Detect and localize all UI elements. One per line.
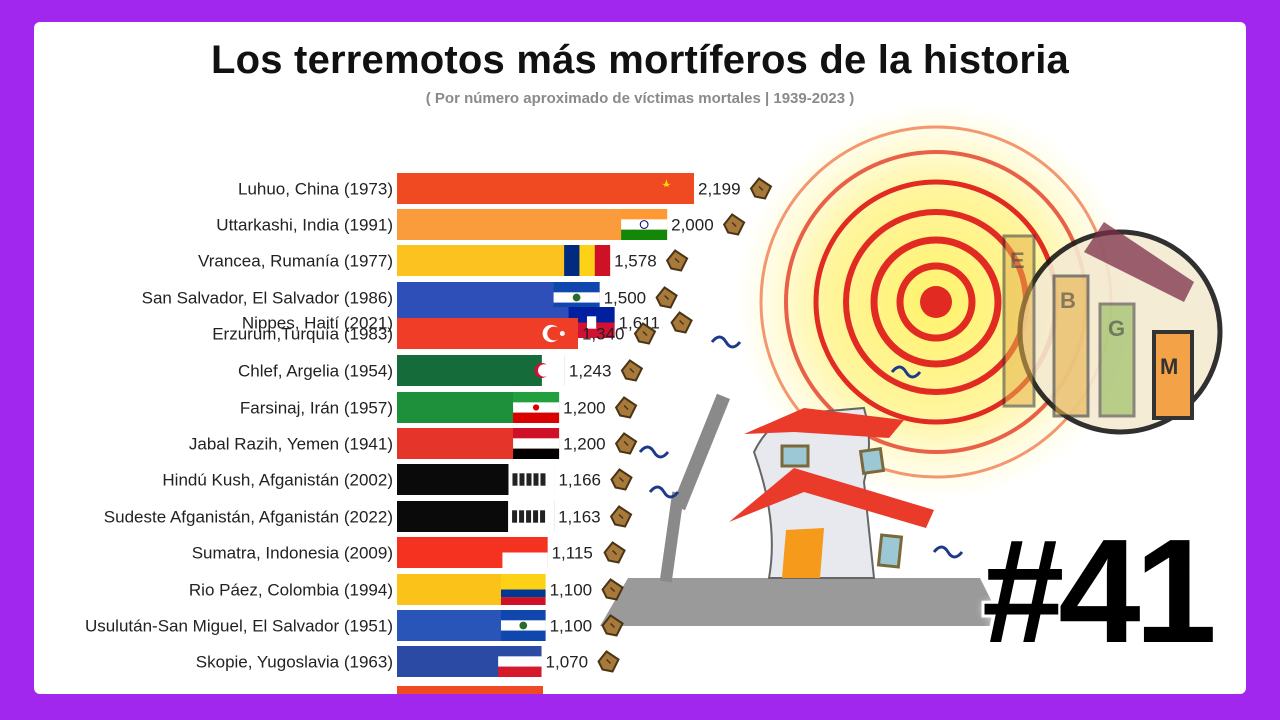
chart-value-label: 1,166 xyxy=(558,471,601,490)
chart-row: Sumatra, Indonesia (2009) 1,115 xyxy=(192,537,626,568)
coffin-icon xyxy=(655,286,678,309)
chart-value-label: 1,200 xyxy=(563,435,606,454)
chart-value-label: 1,100 xyxy=(550,581,593,600)
india-flag-icon xyxy=(621,209,668,240)
coffin-icon xyxy=(665,249,689,272)
chart-category-label: Farsinaj, Irán (1957) xyxy=(240,399,393,418)
chart-row: Luhuo, China (1973) 2,199 xyxy=(238,173,773,204)
episode-number: #41 xyxy=(982,509,1217,674)
chart-value-label: 1,163 xyxy=(558,508,601,527)
chart-row: Skopie, Yugoslavia (1963) 1,070 xyxy=(196,646,620,677)
chart-category-label: Rio Páez, Colombia (1994) xyxy=(189,581,393,600)
china-flag-icon xyxy=(661,179,671,187)
chart-value-label: 1,578 xyxy=(614,252,657,271)
chart-value-label: 2,000 xyxy=(671,216,714,235)
chart-row: Jabal Razih, Yemen (1941) 1,200 xyxy=(189,428,638,459)
coffin-icon xyxy=(614,396,638,419)
chart-category-label: Sudeste Afganistán, Afganistán (2022) xyxy=(104,508,393,527)
yemen-flag-icon xyxy=(513,428,560,459)
afghanistan-flag-icon xyxy=(508,464,555,495)
afghanistan-flag-icon xyxy=(508,501,555,532)
coffin-icon xyxy=(722,213,746,236)
chart-panel: Los terremotos más mortíferos de la hist… xyxy=(34,22,1246,694)
turkey-flag-icon xyxy=(542,324,565,343)
chart-row: Uttarkashi, India (1991) 2,000 xyxy=(216,209,746,240)
chart-category-label: San Salvador, El Salvador (1986) xyxy=(142,289,393,308)
chart-category-label: Sumatra, Indonesia (2009) xyxy=(192,544,393,563)
coffin-icon xyxy=(609,505,633,528)
chart-category-label: Hindú Kush, Afganistán (2002) xyxy=(162,471,393,490)
coffin-icon xyxy=(749,177,773,200)
chart-category-label: Chlef, Argelia (1954) xyxy=(238,362,393,381)
coffin-icon xyxy=(601,578,624,601)
chart-category-label: Vrancea, Rumanía (1977) xyxy=(198,252,393,271)
coffin-icon xyxy=(614,432,638,455)
yugoslavia-flag-icon xyxy=(498,646,542,677)
colombia-flag-icon xyxy=(500,574,546,605)
coffin-icon xyxy=(610,468,633,491)
chart-bar-partial xyxy=(397,686,543,694)
chart-title: Los terremotos más mortíferos de la hist… xyxy=(211,38,1069,82)
chart-row: Farsinaj, Irán (1957) 1,200 xyxy=(240,392,638,423)
iran-flag-icon xyxy=(513,392,560,423)
chart-value-label: 1,340 xyxy=(582,325,625,344)
algeria-flag-icon xyxy=(518,355,565,386)
el-salvador-flag-icon xyxy=(500,610,546,641)
chart-bar xyxy=(397,173,694,204)
chart-value-label: 1,200 xyxy=(563,399,606,418)
chart-category-label: Luhuo, China (1973) xyxy=(238,180,393,199)
chart-value-label: 1,115 xyxy=(552,544,593,563)
bar-chart: Luhuo, China (1973) 2,199 Uttarkashi, Indi… xyxy=(85,173,773,694)
chart-category-label: Uttarkashi, India (1991) xyxy=(216,216,393,235)
haiti-flag-icon xyxy=(568,307,615,338)
chart-row: Vrancea, Rumanía (1977) 1,578 xyxy=(198,245,689,276)
chart-value-label: 1,500 xyxy=(604,289,647,308)
chart-row: Erzurum,Turquía (1983) 1,340 xyxy=(212,318,657,349)
romania-flag-icon xyxy=(564,245,611,276)
chart-category-label: Jabal Razih, Yemen (1941) xyxy=(189,435,393,454)
chart-category-label: Usulután-San Miguel, El Salvador (1951) xyxy=(85,617,393,636)
coffin-icon xyxy=(633,322,657,345)
coffin-icon xyxy=(603,541,626,564)
coffin-icon xyxy=(597,650,620,673)
chart-category-label: Erzurum,Turquía (1983) xyxy=(212,325,393,344)
chart-row: Rio Páez, Colombia (1994) 1,100 xyxy=(189,574,624,605)
chart-row: Usulután-San Miguel, El Salvador (1951) 1… xyxy=(85,610,624,641)
indonesia-flag-icon xyxy=(502,537,548,568)
coffin-icon xyxy=(601,614,624,637)
chart-category-label: Skopie, Yugoslavia (1963) xyxy=(196,653,393,672)
chart-value-label: 2,199 xyxy=(698,180,741,199)
chart-value-label: 1,243 xyxy=(569,362,612,381)
chart-row: San Salvador, El Salvador (1986) 1,500 xyxy=(142,282,678,313)
coffin-icon xyxy=(620,359,644,382)
chart-category-label: Nippes, Haití (2021) xyxy=(242,314,393,333)
chart-row: Hindú Kush, Afganistán (2002) 1,166 xyxy=(162,464,633,495)
chart-row: Sudeste Afganistán, Afganistán (2022) 1,1… xyxy=(104,501,633,532)
chart-row: Chlef, Argelia (1954) 1,243 xyxy=(238,355,644,386)
chart-value-label: 1,070 xyxy=(546,653,589,672)
chart-value-label: 1,100 xyxy=(550,617,593,636)
coffin-icon xyxy=(670,311,693,334)
